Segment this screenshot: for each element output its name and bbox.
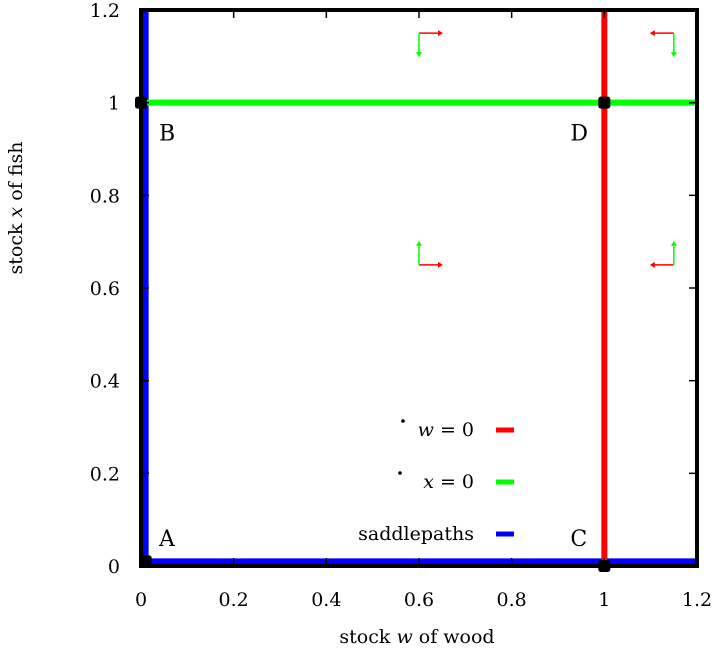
y-tick-label-1: 0.2 xyxy=(90,463,120,485)
legend-x-dot-mark xyxy=(398,471,402,475)
x-tick-label-4: 0.8 xyxy=(497,589,527,611)
legend-w-dot-mark xyxy=(401,419,405,423)
legend-item-w-dot: w = 0 xyxy=(401,419,514,441)
x-tick-label-1: 0.2 xyxy=(219,589,249,611)
axis-ticks: 0 0.2 0.4 0.6 0.8 1 1.2 0 0.2 0.4 0.6 0.8 1 1.2 xyxy=(90,0,712,611)
y-tick-label-2: 0.4 xyxy=(90,371,120,393)
arrow-w-head-0 xyxy=(438,30,443,37)
arrow-w-head-2 xyxy=(438,261,443,268)
x-tick-label-6: 1.2 xyxy=(682,589,712,611)
y-tick-label-5: 1 xyxy=(108,93,120,115)
y-tick-label-6: 1.2 xyxy=(90,0,120,22)
direction-arrow-2 xyxy=(416,240,443,268)
equilibrium-marker-D xyxy=(598,96,611,109)
arrow-w-head-3 xyxy=(649,261,655,268)
equilibrium-label-D: D xyxy=(570,122,588,147)
y-axis-label: stock x of fish xyxy=(5,142,27,275)
equilibrium-label-C: C xyxy=(570,527,587,552)
equilibrium-marker-A xyxy=(139,555,152,568)
x-tick-label-5: 1 xyxy=(598,589,610,611)
arrow-x-head-2 xyxy=(416,240,422,246)
x-axis-label: stock w of wood xyxy=(339,626,494,648)
direction-arrow-3 xyxy=(649,240,677,268)
arrow-x-head-1 xyxy=(670,52,677,58)
y-tick-label-4: 0.8 xyxy=(90,185,120,207)
arrow-x-head-3 xyxy=(670,240,677,246)
direction-arrow-0 xyxy=(416,30,443,58)
x-tick-label-0: 0 xyxy=(135,589,147,611)
equilibrium-points: A B C D xyxy=(135,96,611,572)
y-tick-label-3: 0.6 xyxy=(90,278,120,300)
arrow-x-head-0 xyxy=(416,52,422,58)
y-tick-label-0: 0 xyxy=(108,556,120,578)
x-tick-label-3: 0.6 xyxy=(404,589,434,611)
x-tick-label-2: 0.4 xyxy=(311,589,341,611)
direction-arrows xyxy=(416,30,677,268)
legend-item-x-dot: x = 0 xyxy=(398,471,514,493)
svg-text:x = 0: x = 0 xyxy=(423,471,474,493)
legend-item-saddlepaths: saddlepaths xyxy=(358,523,514,545)
direction-arrow-1 xyxy=(649,30,677,58)
arrow-w-head-1 xyxy=(649,30,655,37)
svg-text:saddlepaths: saddlepaths xyxy=(358,523,474,545)
plot-lines xyxy=(141,10,697,566)
plot-frame xyxy=(139,8,699,568)
svg-text:w = 0: w = 0 xyxy=(418,419,474,441)
equilibrium-label-A: A xyxy=(158,527,176,552)
equilibrium-label-B: B xyxy=(159,122,175,147)
legend: w = 0 x = 0 saddlepaths xyxy=(358,419,514,545)
